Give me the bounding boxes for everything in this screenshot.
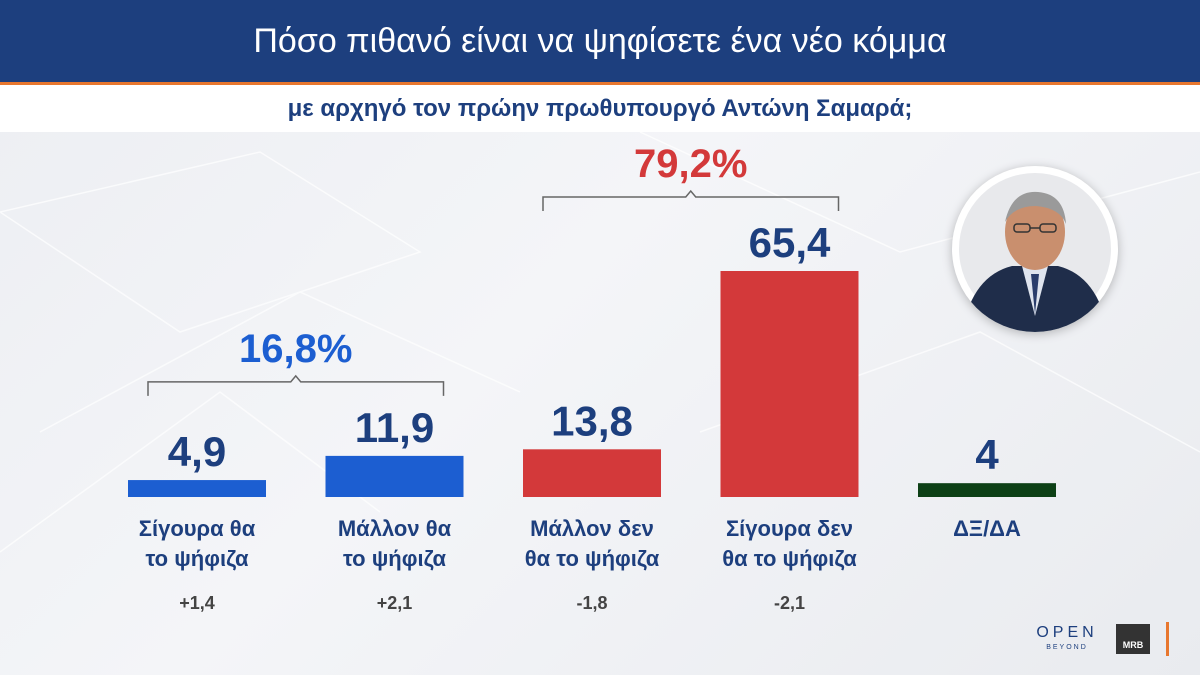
category-label-2-1: θα το ψήφιζα [525, 546, 660, 571]
page-title: Πόσο πιθανό είναι να ψηφίσετε ένα νέο κό… [253, 22, 947, 60]
bar-2 [523, 449, 661, 497]
header-bar [0, 0, 1200, 85]
category-label-2-0: Μάλλον δεν [530, 516, 654, 541]
change-label-0: +1,4 [179, 593, 215, 613]
mrb-logo [1116, 624, 1150, 654]
data-label-3: 65,4 [749, 219, 831, 266]
bar-3 [720, 271, 859, 497]
mrb-logo-text: MRB [1122, 640, 1144, 650]
group-total-1: 79,2% [634, 142, 747, 186]
group-bracket-0 [147, 374, 445, 396]
data-label-0: 4,9 [168, 428, 226, 475]
broadcaster-logos: OPEN BEYOND MRB [1030, 622, 1190, 662]
category-label-0-1: το ψήφιζα [145, 546, 249, 571]
group-bracket-1 [542, 189, 840, 211]
politician-portrait [952, 166, 1118, 332]
change-label-3: -2,1 [774, 593, 805, 613]
open-logo: OPEN [1036, 624, 1098, 641]
data-label-4: 4 [975, 431, 999, 478]
data-label-1: 11,9 [355, 404, 434, 451]
logo-accent-line [1166, 622, 1169, 656]
data-label-2: 13,8 [551, 397, 633, 444]
change-label-1: +2,1 [377, 593, 413, 613]
category-label-1-0: Μάλλον θα [338, 516, 452, 541]
bar-0 [128, 480, 266, 497]
category-label-1-1: το ψήφιζα [343, 546, 447, 571]
subtitle-bar [0, 85, 1200, 132]
bar-4 [918, 483, 1056, 497]
open-logo-tagline: BEYOND [1046, 644, 1088, 651]
group-total-0: 16,8% [239, 327, 352, 371]
page-subtitle: με αρχηγό τον πρώην πρωθυπουργό Αντώνη Σ… [287, 95, 913, 122]
category-label-0-0: Σίγουρα θα [139, 516, 256, 541]
change-label-2: -1,8 [576, 593, 607, 613]
category-label-3-0: Σίγουρα δεν [726, 516, 853, 541]
bar-1 [325, 455, 464, 497]
portrait-image [959, 173, 1111, 332]
category-label-3-1: θα το ψήφιζα [722, 546, 857, 571]
category-label-4-0: ΔΞ/ΔΑ [953, 516, 1021, 541]
